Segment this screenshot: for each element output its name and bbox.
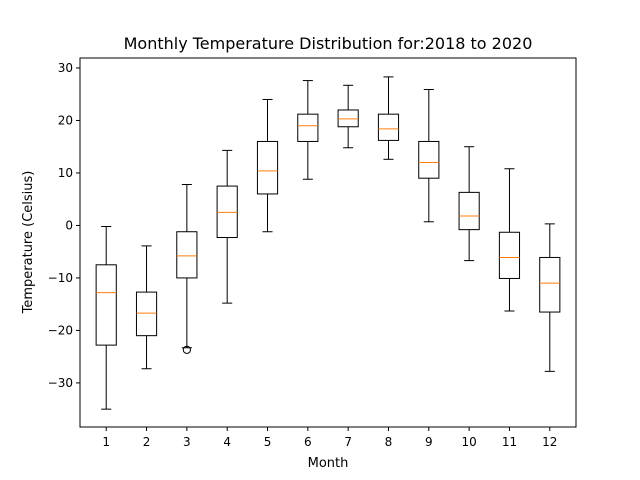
y-tick-label: 10 [58,166,73,180]
iqr-box [498,231,521,279]
x-tick-label: 2 [143,435,151,449]
y-tick-label: −30 [48,376,73,390]
x-tick-label: 7 [344,435,352,449]
iqr-box [539,256,561,313]
box-group-month-10 [458,146,480,262]
y-tick-label: −20 [48,323,73,337]
iqr-box [297,113,319,142]
x-axis-label: Month [308,456,349,471]
iqr-box [256,140,279,195]
y-tick-label: −10 [48,271,73,285]
box-group-month-3 [176,183,198,354]
y-tick-label: 0 [65,218,73,232]
x-tick-label: 6 [304,435,312,449]
box-group-month-5 [256,98,279,233]
x-tick-label: 9 [425,435,433,449]
x-tick-label: 5 [264,435,272,449]
iqr-box [337,109,359,128]
axes-frame [79,57,577,428]
box-group-month-6 [297,80,319,180]
y-tick-label: 30 [58,61,73,75]
iqr-box [458,191,480,231]
box-group-month-11 [498,168,521,312]
iqr-box [135,291,158,337]
plot-area [95,76,561,410]
iqr-box [418,140,440,179]
iqr-box [216,185,238,239]
box-group-month-9 [418,88,440,223]
box-group-month-12 [539,223,561,372]
x-tick-label: 10 [461,435,476,449]
iqr-box [95,264,117,346]
x-tick-label: 4 [223,435,231,449]
iqr-box [377,113,400,141]
box-group-month-2 [135,245,158,370]
iqr-box [176,231,198,279]
y-tick-label: 20 [58,113,73,127]
outlier-point [182,345,191,354]
x-tick-label: 8 [385,435,393,449]
box-group-month-1 [95,225,117,410]
x-tick-label: 12 [542,435,557,449]
y-axis: −30 −20 −10 0 10 20 30 [48,61,80,390]
box-group-month-8 [377,76,400,160]
x-tick-label: 1 [102,435,110,449]
box-group-month-4 [216,149,238,304]
chart-title: Monthly Temperature Distribution for:201… [124,34,533,53]
x-tick-label: 3 [183,435,191,449]
box-group-month-7 [337,84,359,149]
x-axis: 1 2 3 4 5 6 7 8 9 10 11 12 [102,427,557,449]
x-tick-label: 11 [502,435,517,449]
y-axis-label: Temperature (Celsius) [21,171,36,315]
